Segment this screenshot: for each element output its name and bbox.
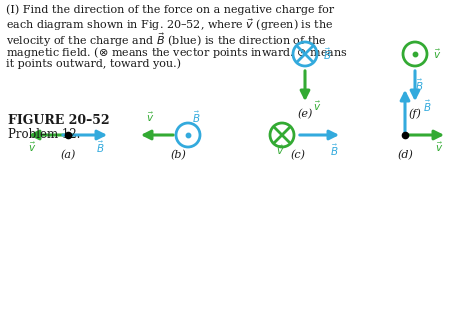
Text: (d): (d) xyxy=(397,150,413,160)
Text: $\vec{v}$: $\vec{v}$ xyxy=(28,140,36,154)
Text: $\vec{B}$: $\vec{B}$ xyxy=(192,109,200,125)
Text: Problem 12.: Problem 12. xyxy=(8,128,80,141)
Text: it points outward, toward you.): it points outward, toward you.) xyxy=(6,58,181,69)
Text: FIGURE 20–52: FIGURE 20–52 xyxy=(8,114,110,127)
Text: each diagram shown in Fig. 20–52, where $\vec{v}$ (green) is the: each diagram shown in Fig. 20–52, where … xyxy=(6,18,333,33)
Text: velocity of the charge and $\vec{B}$ (blue) is the direction of the: velocity of the charge and $\vec{B}$ (bl… xyxy=(6,31,327,49)
Text: $\vec{v}$: $\vec{v}$ xyxy=(146,110,154,124)
Text: $\vec{v}$: $\vec{v}$ xyxy=(313,99,321,113)
Text: (b): (b) xyxy=(170,150,186,160)
Text: $\vec{v}$: $\vec{v}$ xyxy=(433,47,441,61)
Text: (f): (f) xyxy=(409,109,421,119)
Text: $\vec{v}$: $\vec{v}$ xyxy=(435,140,443,154)
Text: $\vec{B}$: $\vec{B}$ xyxy=(323,46,331,62)
Text: (e): (e) xyxy=(297,109,312,119)
Text: $\vec{B}$: $\vec{B}$ xyxy=(330,142,338,158)
Text: (a): (a) xyxy=(60,150,76,160)
Text: $\vec{B}$: $\vec{B}$ xyxy=(423,98,431,114)
Text: (c): (c) xyxy=(290,150,305,160)
Text: $\vec{v}$: $\vec{v}$ xyxy=(276,143,284,157)
Text: $\vec{B}$: $\vec{B}$ xyxy=(96,139,104,155)
Text: $\vec{B}$: $\vec{B}$ xyxy=(415,77,423,93)
Text: magnetic field. ($\otimes$ means the vector points inward. $\odot$ means: magnetic field. ($\otimes$ means the vec… xyxy=(6,44,348,59)
Text: (I) Find the direction of the force on a negative charge for: (I) Find the direction of the force on a… xyxy=(6,4,334,15)
